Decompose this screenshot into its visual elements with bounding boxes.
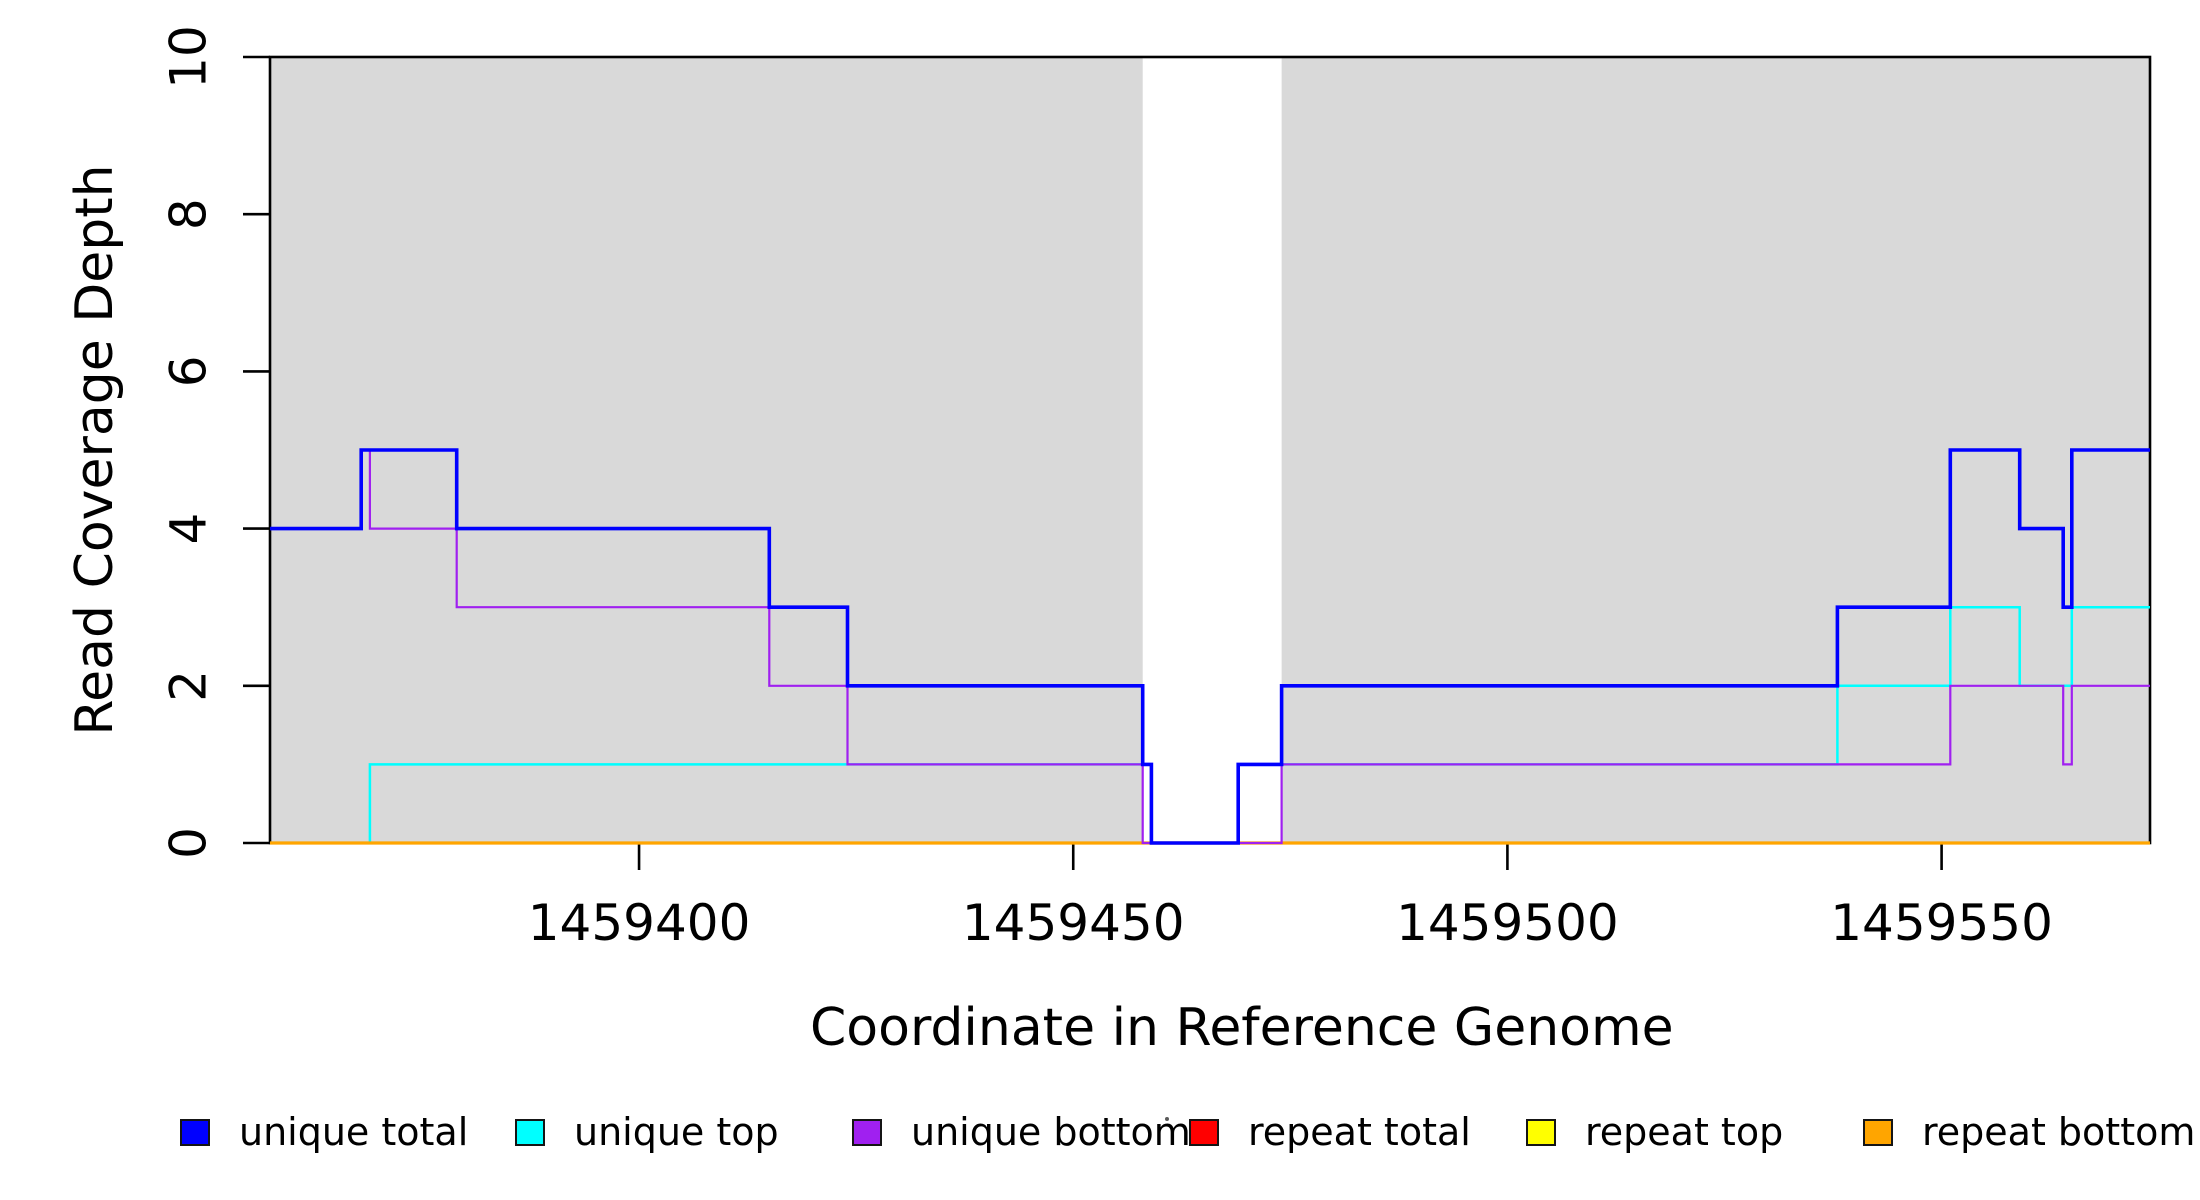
- stray-dot: [1165, 1117, 1169, 1121]
- y-tick-label: 2: [160, 670, 218, 702]
- y-tick-label: 4: [160, 513, 218, 545]
- y-tick-label: 6: [160, 355, 218, 387]
- x-tick-label: 1459500: [1396, 894, 1619, 952]
- series-line-unique-total: [270, 448, 2150, 845]
- x-axis-title: Coordinate in Reference Genome: [810, 998, 1674, 1058]
- y-axis-title: Read Coverage Depth: [65, 164, 125, 736]
- series-line-unique-bottom: [270, 448, 2150, 845]
- y-tick-label: 8: [160, 198, 218, 230]
- x-tick-label: 1459550: [1830, 894, 2053, 952]
- y-tick-label: 0: [160, 827, 218, 859]
- y-tick-label: 10: [160, 25, 218, 89]
- x-tick-label: 1459450: [962, 894, 1185, 952]
- x-tick-label: 1459400: [528, 894, 751, 952]
